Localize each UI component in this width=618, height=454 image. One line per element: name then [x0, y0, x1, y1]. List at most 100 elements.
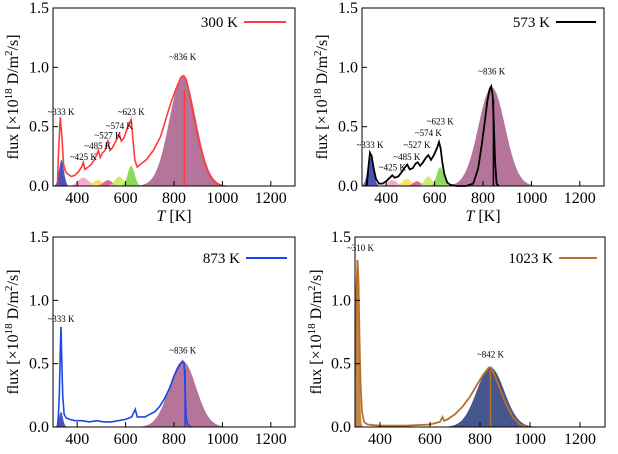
y-tick-label: 1.5 [29, 229, 49, 246]
peak-label: ~836 K [478, 67, 506, 77]
x-axis-var: T [156, 208, 166, 225]
x-axis-unit: [K] [165, 208, 191, 225]
fill-peak-836 [129, 361, 236, 427]
x-tick-label: 400 [65, 431, 89, 448]
x-tick-label: 1000 [206, 431, 238, 448]
fill-peak-527 [90, 180, 126, 186]
peak-label: ~310 K [347, 243, 375, 253]
y-ticks: 0.0 0.5 1.0 1.5 [338, 0, 367, 195]
y-tick-label: 0.5 [338, 119, 358, 136]
x-ticks: 400 600 800 1000 1200 [368, 422, 596, 448]
y-axis-end: /s] [5, 34, 22, 50]
fill-peak-836 [129, 76, 236, 186]
series-line [365, 83, 500, 187]
peak-label: ~425 K [379, 163, 407, 173]
y-ticks: 0.0 0.5 1.0 1.5 [331, 229, 360, 436]
legend: 300 K [201, 15, 286, 31]
peak-label: ~333 K [356, 140, 384, 150]
series-line [354, 259, 528, 428]
peak-labels: ~333 K ~836 K [47, 314, 196, 356]
x-axis-unit: [K] [474, 208, 500, 225]
x-tick-label: 1000 [206, 190, 238, 207]
y-axis-suffix: D/m [308, 290, 325, 323]
panel-300K: ~333 K ~425 K~485 K~527 K~574 K ~623 K ~836… [3, 0, 296, 225]
x-tick-label: 1200 [564, 190, 596, 207]
y-tick-label: 1.0 [29, 59, 49, 76]
fill-peak-485 [78, 180, 118, 186]
peak-label: ~485 K [393, 152, 421, 162]
fill-peak-335 [53, 160, 72, 186]
panel-873K: ~333 K ~836 K 400 600 800 1000 1200 0.0 0.5 1.0… [3, 229, 296, 448]
x-tick-label: 800 [471, 190, 495, 207]
legend-label: 873 K [203, 251, 240, 267]
series-line [56, 326, 192, 428]
peak-label: ~333 K [47, 314, 75, 324]
y-tick-label: 1.0 [331, 292, 351, 309]
y-axis-prefix: flux [×10 [5, 99, 22, 159]
y-tick-label: 1.5 [331, 229, 351, 246]
y-axis-suffix: D/m [5, 290, 22, 323]
y-axis-sup2: 2 [3, 285, 15, 291]
y-axis-title: flux [×1018 D/m2/s] [312, 34, 331, 159]
peak-label: ~527 K [403, 140, 431, 150]
fill-layer [53, 361, 236, 427]
y-ticks: 0.0 0.5 1.0 1.5 [29, 0, 58, 195]
fill-peak-527 [401, 181, 433, 186]
y-axis-prefix: flux [×10 [314, 99, 331, 159]
y-axis-sup2: 2 [306, 285, 318, 291]
legend-label: 1023 K [508, 251, 553, 267]
y-tick-label: 0.0 [29, 178, 49, 195]
peak-label: ~527 K [94, 131, 122, 141]
x-tick-label: 1200 [564, 431, 596, 448]
peak-label: ~623 K [118, 107, 146, 117]
x-tick-label: 800 [162, 190, 186, 207]
x-tick-label: 400 [374, 190, 398, 207]
x-tick-label: 800 [162, 431, 186, 448]
series-line [56, 74, 225, 187]
y-tick-label: 0.0 [338, 178, 358, 195]
fill-peak-574 [101, 176, 137, 186]
peak-label: ~623 K [427, 116, 455, 126]
x-axis-title: T [K] [465, 208, 500, 225]
legend-label: 300 K [201, 15, 238, 31]
y-tick-label: 0.5 [29, 356, 49, 373]
x-axis-var: T [465, 208, 475, 225]
fill-peak-574 [412, 176, 444, 186]
peak-label: ~574 K [415, 128, 443, 138]
fill-peak-425 [374, 180, 410, 186]
y-axis-sup2: 2 [312, 50, 324, 56]
y-tick-label: 1.5 [29, 0, 49, 17]
y-axis-sup2: 2 [3, 50, 15, 56]
x-ticks: 400 600 800 1000 1200 [65, 422, 287, 448]
y-axis-end: /s] [314, 34, 331, 50]
x-tick-label: 1000 [514, 431, 546, 448]
legend: 873 K [203, 251, 287, 267]
y-axis-end: /s] [5, 269, 22, 285]
y-axis-suffix: D/m [314, 55, 331, 88]
x-tick-label: 400 [65, 190, 89, 207]
peak-label: ~574 K [106, 121, 134, 131]
peak-label: ~333 K [47, 107, 75, 117]
fill-peak-425 [62, 177, 105, 186]
x-tick-label: 1200 [255, 431, 287, 448]
x-tick-label: 1200 [255, 190, 287, 207]
peak-labels: ~333 K ~425 K~485 K~527 K~574 K ~623 K ~836… [47, 52, 196, 162]
fill-peak-623 [117, 165, 145, 186]
y-tick-label: 1.0 [29, 292, 49, 309]
fill-peak-836 [438, 87, 545, 186]
y-tick-label: 0.5 [29, 119, 49, 136]
peak-label: ~836 K [169, 346, 197, 356]
legend: 1023 K [508, 251, 597, 267]
fill-peak-333 [53, 411, 69, 427]
y-axis-title: flux [×1018 D/m2/s] [3, 34, 22, 159]
y-tick-label: 1.5 [338, 0, 358, 17]
x-axis-title: T [K] [156, 208, 191, 225]
y-axis-prefix: flux [×10 [308, 334, 325, 394]
fill-peak-623 [426, 167, 454, 186]
y-axis-suffix: D/m [5, 55, 22, 88]
y-axis-exp: 18 [3, 323, 15, 335]
y-axis-title: flux [×1018 D/m2/s] [3, 269, 22, 394]
legend-label: 573 K [513, 15, 550, 31]
y-axis-end: /s] [308, 269, 325, 285]
y-axis-prefix: flux [×10 [5, 334, 22, 394]
